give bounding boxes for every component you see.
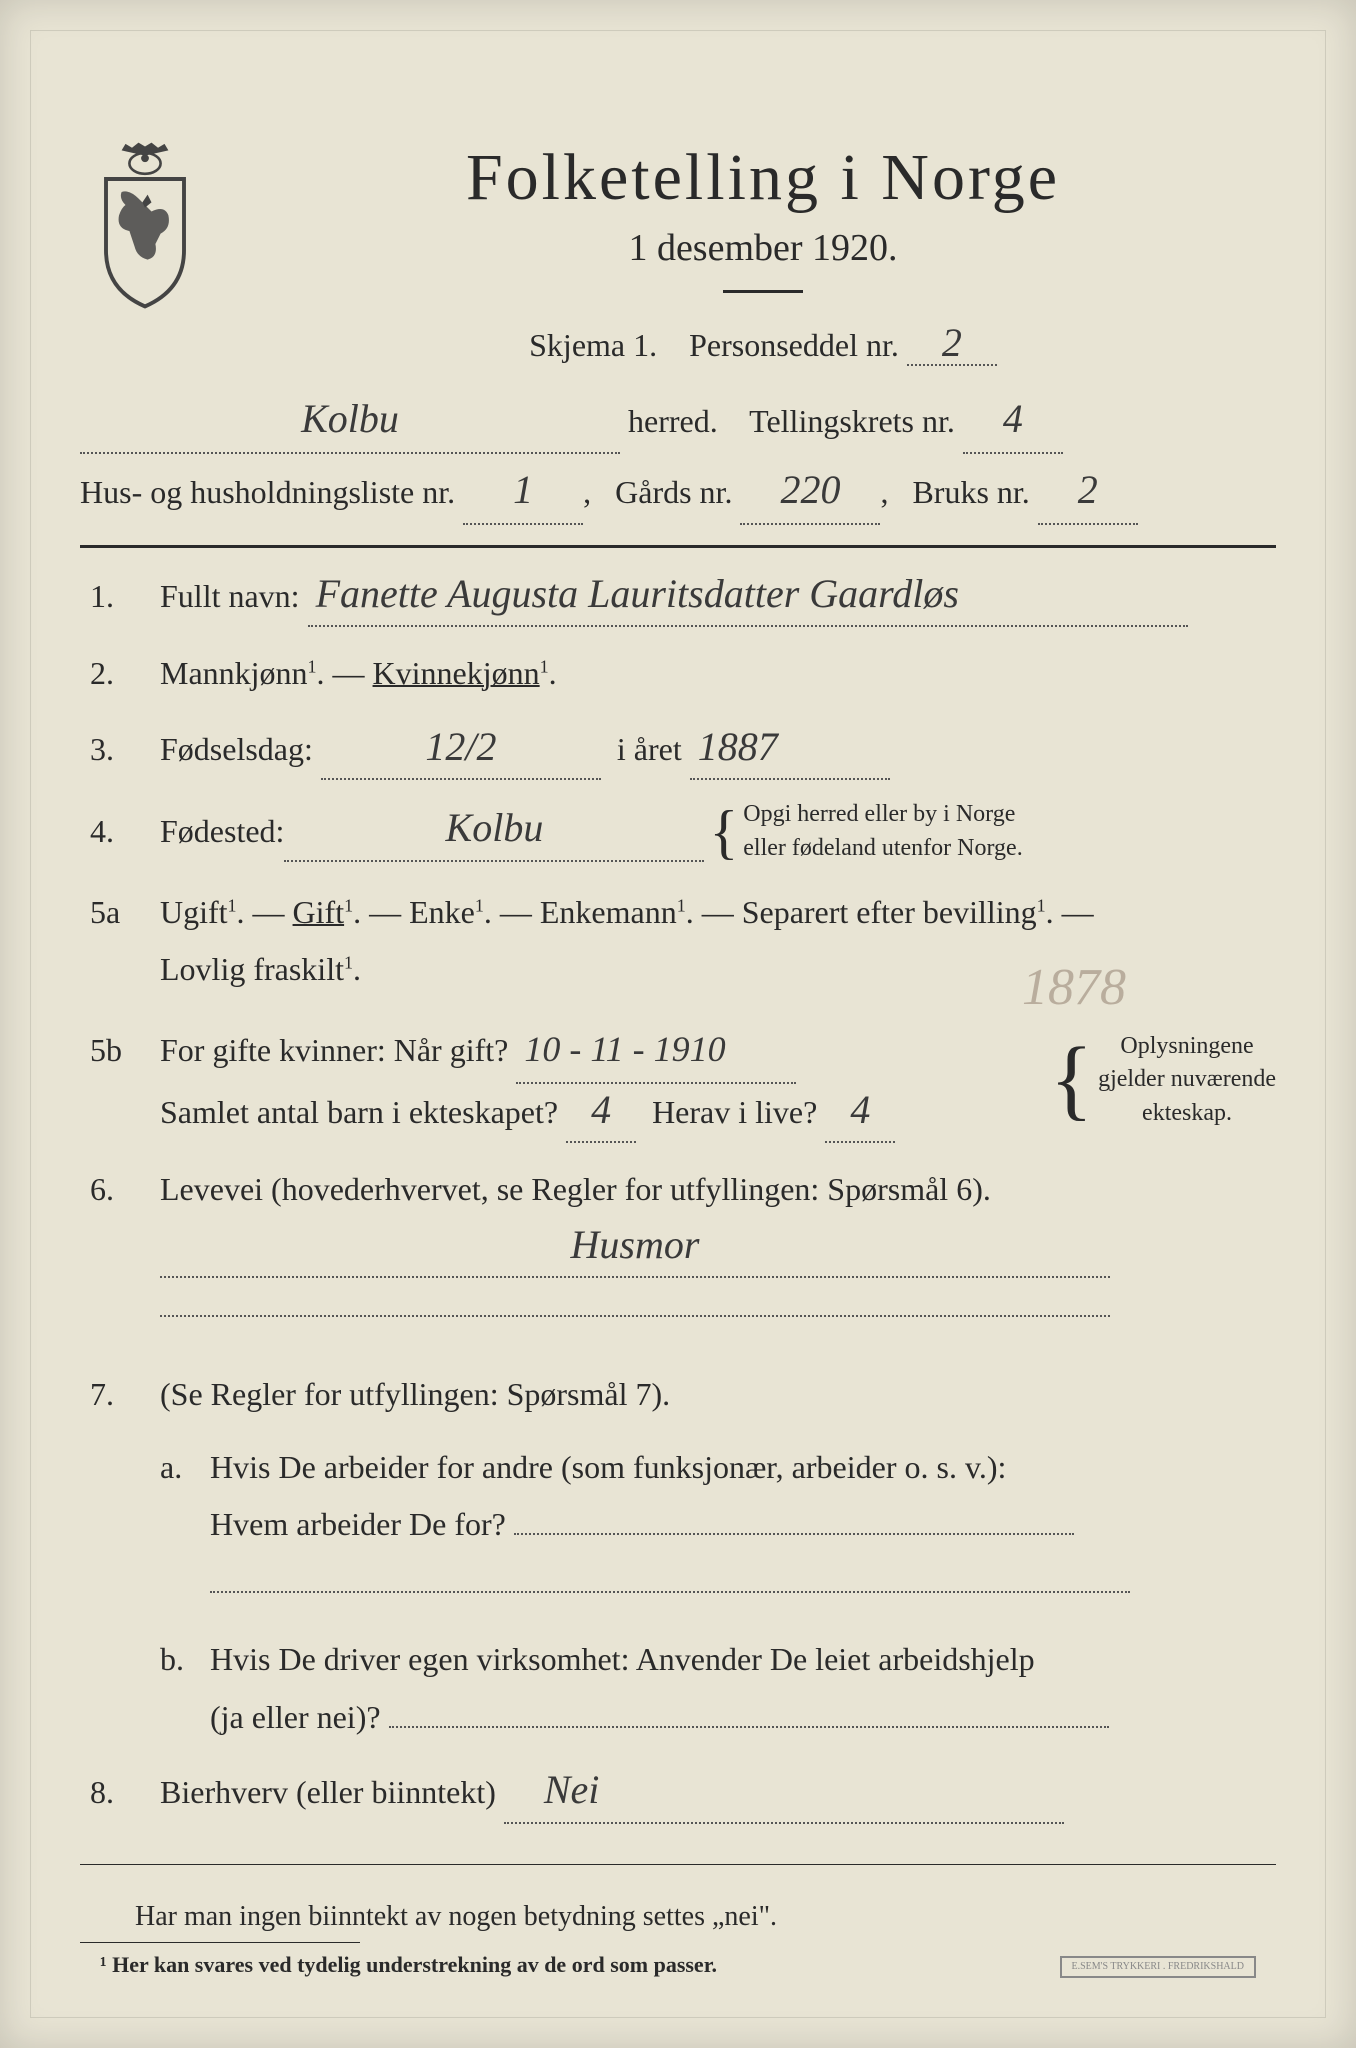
q8-value: Nei bbox=[544, 1770, 600, 1810]
tellingskrets-label: Tellingskrets nr. bbox=[749, 403, 955, 439]
bracket-icon-2: { bbox=[1050, 1053, 1093, 1107]
tellingskrets-nr: 4 bbox=[1003, 399, 1023, 439]
personseddel-nr: 2 bbox=[942, 323, 962, 363]
q3-day: 12/2 bbox=[425, 727, 496, 767]
q5b-val3: 4 bbox=[850, 1090, 870, 1130]
census-document: Folketelling i Norge 1 desember 1920. Sk… bbox=[0, 0, 1356, 2048]
q4-num: 4. bbox=[80, 813, 160, 850]
q7-label: (Se Regler for utfyllingen: Spørsmål 7). bbox=[160, 1376, 670, 1412]
hint-text: Har man ingen biinntekt av nogen betydni… bbox=[135, 1901, 777, 1932]
herred-label: herred. bbox=[628, 403, 718, 439]
bracket-icon: { bbox=[709, 814, 738, 850]
q7a-blank2 bbox=[210, 1554, 1130, 1592]
q7a-num: a. bbox=[160, 1439, 210, 1612]
bruks-label: Bruks nr. bbox=[912, 474, 1029, 510]
q5a-fraskilt: Lovlig fraskilt bbox=[160, 951, 344, 987]
q5b-row: 5b For gifte kvinner: Når gift? 10 - 11 … bbox=[80, 1017, 1276, 1143]
section-divider-1 bbox=[80, 545, 1276, 548]
schema-line: Skjema 1. Personseddel nr. 2 bbox=[250, 323, 1276, 366]
coat-arms-svg bbox=[80, 140, 210, 309]
q7a-label1: Hvis De arbeider for andre (som funksjon… bbox=[210, 1449, 1006, 1485]
q3-year-label: i året bbox=[617, 731, 682, 767]
q5b-label3: Herav i live? bbox=[652, 1094, 817, 1130]
herred-name: Kolbu bbox=[301, 399, 399, 439]
q6-value: Husmor bbox=[571, 1225, 700, 1265]
printer-stamp: E.SEM'S TRYKKERI . FREDRIKSHALD bbox=[1060, 1956, 1256, 1978]
q4-note1: Opgi herred eller by i Norge bbox=[743, 801, 1015, 827]
q7-num: 7. bbox=[80, 1376, 160, 1413]
q1-row: 1. Fullt navn: Fanette Augusta Lauritsda… bbox=[80, 568, 1276, 628]
q6-label: Levevei (hovederhvervet, se Regler for u… bbox=[160, 1171, 991, 1207]
q6-row: 6. Levevei (hovederhvervet, se Regler fo… bbox=[80, 1161, 1276, 1336]
q5b-label2: Samlet antal barn i ekteskapet? bbox=[160, 1094, 558, 1130]
q7-row: 7. (Se Regler for utfyllingen: Spørsmål … bbox=[80, 1366, 1276, 1747]
q5a-enkemann: Enkemann bbox=[540, 894, 677, 930]
gards-nr: 220 bbox=[780, 470, 840, 510]
q5a-faded-note: 1878 bbox=[1022, 941, 1126, 1035]
footnote-rule bbox=[80, 1942, 360, 1943]
q5b-note3: ekteskap. bbox=[1142, 1100, 1232, 1126]
q5a-enke: Enke bbox=[409, 894, 475, 930]
q4-value: Kolbu bbox=[446, 808, 544, 848]
q8-label: Bierhverv (eller biinntekt) bbox=[160, 1774, 496, 1810]
q2-num: 2. bbox=[80, 655, 160, 692]
q5b-val2: 4 bbox=[591, 1090, 611, 1130]
section-divider-2 bbox=[80, 1864, 1276, 1865]
title-divider bbox=[723, 290, 803, 293]
q5a-row: 5a Ugift1. — Gift1. — Enke1. — Enkemann1… bbox=[80, 884, 1276, 999]
herred-row: Kolbu herred. Tellingskrets nr. 4 bbox=[80, 391, 1276, 454]
q2-dash: — bbox=[333, 655, 373, 691]
q5b-num: 5b bbox=[80, 1032, 160, 1069]
q7b-num: b. bbox=[160, 1631, 210, 1746]
q4-row: 4. Fødested: Kolbu { Opgi herred eller b… bbox=[80, 798, 1276, 865]
q5b-note1: Oplysningene bbox=[1120, 1033, 1253, 1059]
husliste-label: Hus- og husholdningsliste nr. bbox=[80, 474, 455, 510]
q5b-val1: 10 - 11 - 1910 bbox=[524, 1029, 725, 1069]
q7b-label1: Hvis De driver egen virksomhet: Anvender… bbox=[210, 1641, 1035, 1677]
q2-row: 2. Mannkjønn1. — Kvinnekjønn1. bbox=[80, 645, 1276, 703]
q5b-note: Oplysningene gjelder nuværende ekteskap. bbox=[1098, 1030, 1276, 1131]
house-row: Hus- og husholdningsliste nr. 1, Gårds n… bbox=[80, 462, 1276, 525]
q5b-label1: For gifte kvinner: Når gift? bbox=[160, 1032, 508, 1068]
q5a-sep: Separert efter bevilling bbox=[742, 894, 1037, 930]
q2-mann: Mannkjønn bbox=[160, 655, 308, 691]
q1-value: Fanette Augusta Lauritsdatter Gaardløs bbox=[316, 574, 959, 614]
q7b-label2: (ja eller nei)? bbox=[210, 1699, 381, 1735]
q3-row: 3. Fødselsdag: 12/2 i året 1887 bbox=[80, 721, 1276, 781]
q6-blank-line bbox=[160, 1279, 1110, 1317]
q4-note: Opgi herred eller by i Norge eller fødel… bbox=[743, 798, 1022, 865]
bruks-nr: 2 bbox=[1078, 470, 1098, 510]
q1-label: Fullt navn: bbox=[160, 578, 300, 614]
q5a-num: 5a bbox=[80, 894, 160, 931]
hint-row: Har man ingen biinntekt av nogen betydni… bbox=[80, 1890, 1276, 1943]
husliste-nr: 1 bbox=[513, 470, 533, 510]
header: Folketelling i Norge 1 desember 1920. Sk… bbox=[80, 140, 1276, 381]
q8-row: 8. Bierhverv (eller biinntekt) Nei bbox=[80, 1764, 1276, 1824]
coat-of-arms-icon bbox=[80, 140, 210, 310]
q3-label: Fødselsdag: bbox=[160, 731, 313, 767]
q7b-blank bbox=[389, 1690, 1109, 1728]
q3-num: 3. bbox=[80, 731, 160, 768]
gards-label: Gårds nr. bbox=[615, 474, 732, 510]
q4-label: Fødested: bbox=[160, 803, 284, 861]
schema-label: Skjema 1. bbox=[529, 327, 657, 363]
q5b-note2: gjelder nuværende bbox=[1098, 1066, 1276, 1092]
q5a-ugift: Ugift bbox=[160, 894, 228, 930]
q8-num: 8. bbox=[80, 1774, 160, 1811]
q4-note2: eller fødeland utenfor Norge. bbox=[743, 835, 1022, 861]
census-date: 1 desember 1920. bbox=[250, 226, 1276, 270]
title-block: Folketelling i Norge 1 desember 1920. Sk… bbox=[250, 140, 1276, 381]
personseddel-label: Personseddel nr. bbox=[689, 327, 899, 363]
q7a-label2: Hvem arbeider De for? bbox=[210, 1506, 506, 1542]
q6-num: 6. bbox=[80, 1171, 160, 1208]
q3-year: 1887 bbox=[698, 727, 778, 767]
q2-kvinne: Kvinnekjønn bbox=[373, 655, 540, 691]
q1-num: 1. bbox=[80, 578, 160, 615]
q5a-gift: Gift bbox=[293, 894, 345, 930]
q7a-blank1 bbox=[514, 1497, 1074, 1535]
footnote: ¹ Her kan svares ved tydelig understrekn… bbox=[100, 1952, 717, 1978]
main-title: Folketelling i Norge bbox=[250, 140, 1276, 216]
